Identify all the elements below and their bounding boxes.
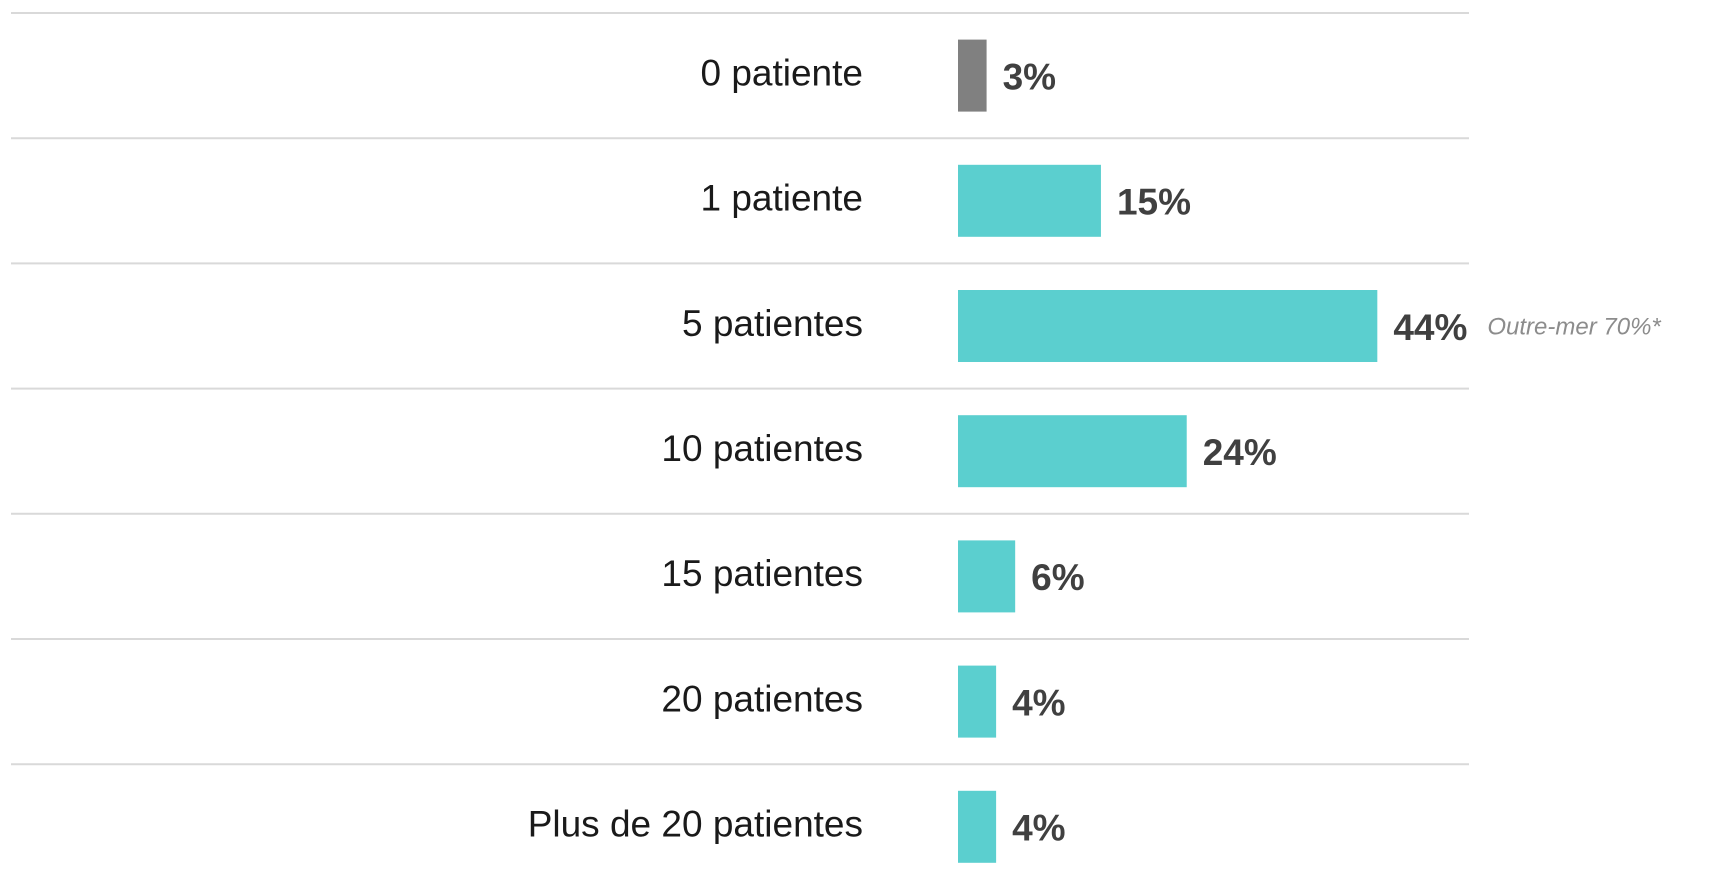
bar bbox=[958, 540, 1016, 613]
value-label: 44% bbox=[1393, 307, 1467, 348]
value-label: 24% bbox=[1203, 432, 1277, 473]
value-label: 4% bbox=[1012, 808, 1065, 849]
bar bbox=[958, 290, 1378, 362]
category-label: 5 patientes bbox=[682, 303, 863, 344]
category-label: 15 patientes bbox=[661, 553, 863, 594]
category-label: 0 patiente bbox=[700, 52, 863, 93]
category-label: Plus de 20 patientes bbox=[528, 804, 863, 845]
category-label: 20 patientes bbox=[661, 678, 863, 719]
annotation: Outre-mer 70%* bbox=[1487, 313, 1661, 340]
bar bbox=[958, 790, 997, 863]
category-label: 1 patiente bbox=[700, 178, 863, 219]
bar bbox=[958, 415, 1187, 488]
bar bbox=[958, 164, 1101, 237]
value-label: 3% bbox=[1003, 56, 1056, 97]
value-label: 4% bbox=[1012, 682, 1065, 723]
value-label: 15% bbox=[1117, 182, 1191, 223]
bar bbox=[958, 39, 987, 112]
value-label: 6% bbox=[1031, 557, 1084, 598]
bar bbox=[958, 665, 997, 738]
category-label: 10 patientes bbox=[661, 428, 863, 469]
